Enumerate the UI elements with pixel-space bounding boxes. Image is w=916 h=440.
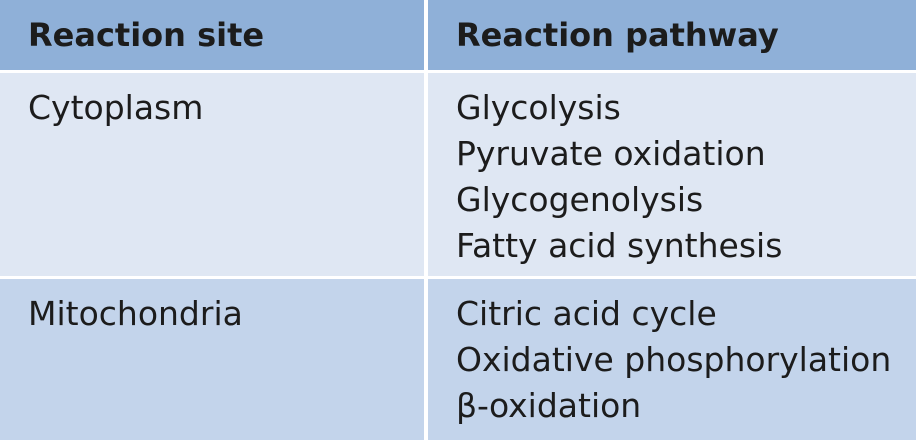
header-reaction-site: Reaction site bbox=[0, 0, 424, 70]
header-label: Reaction pathway bbox=[456, 16, 779, 54]
site-label: Cytoplasm bbox=[28, 88, 204, 127]
site-label: Mitochondria bbox=[28, 294, 243, 333]
pathway-item: Pyruvate oxidation bbox=[456, 134, 766, 173]
pathway-item: Fatty acid synthesis bbox=[456, 226, 783, 265]
header-label: Reaction site bbox=[28, 16, 265, 54]
header-reaction-pathway: Reaction pathway bbox=[428, 0, 916, 70]
pathway-item: Oxidative phosphorylation bbox=[456, 340, 892, 379]
pathway-item: Glycolysis bbox=[456, 88, 621, 127]
row-mitochondria-site: Mitochondria bbox=[0, 279, 424, 440]
row-mitochondria-pathways: Citric acid cycle Oxidative phosphorylat… bbox=[428, 279, 916, 440]
pathway-item: Citric acid cycle bbox=[456, 294, 717, 333]
row-cytoplasm-site: Cytoplasm bbox=[0, 73, 424, 276]
pathway-item: β-oxidation bbox=[456, 386, 642, 425]
row-cytoplasm-pathways: Glycolysis Pyruvate oxidation Glycogenol… bbox=[428, 73, 916, 276]
pathway-item: Glycogenolysis bbox=[456, 180, 704, 219]
